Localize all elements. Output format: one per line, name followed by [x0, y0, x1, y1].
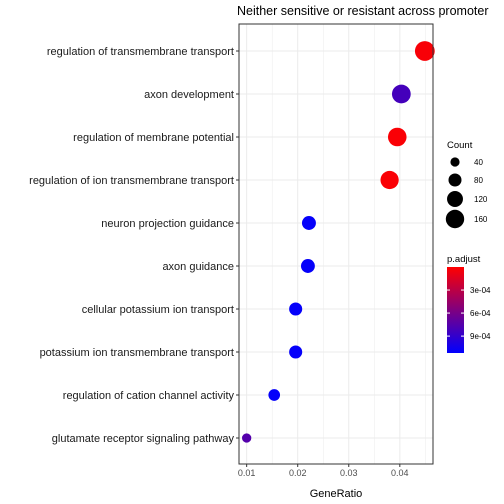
y-tick-label: neuron projection guidance — [101, 218, 234, 230]
count-legend-key — [445, 209, 465, 229]
p-adjust-legend: p.adjust 3e-04 6e-04 9e-04 — [447, 254, 491, 353]
count-legend-label: 120 — [474, 195, 488, 204]
data-point — [300, 259, 315, 273]
count-legend-label: 40 — [474, 158, 483, 167]
count-legend-key — [450, 157, 460, 167]
count-legend-title: Count — [447, 140, 473, 151]
x-tick-label: 0.03 — [340, 468, 358, 478]
x-axis: 0.01 0.02 0.03 0.04 — [238, 464, 409, 478]
y-axis: regulation of transmembrane transport axo… — [29, 46, 239, 445]
p-adjust-legend-title: p.adjust — [447, 254, 481, 265]
data-point — [289, 345, 303, 359]
plot-panel-border — [238, 23, 434, 465]
data-point — [414, 41, 435, 61]
count-legend-key — [448, 173, 462, 187]
data-point — [242, 433, 252, 443]
count-legend-label: 160 — [474, 215, 488, 224]
colorbar-tick-label: 6e-04 — [470, 309, 491, 318]
count-legend-label: 80 — [474, 176, 483, 185]
x-tick-label: 0.04 — [391, 468, 409, 478]
x-axis-label: GeneRatio — [310, 488, 363, 500]
data-point — [289, 302, 303, 316]
y-tick-label: regulation of transmembrane transport — [47, 46, 234, 58]
data-points — [242, 41, 435, 443]
y-tick-label: regulation of membrane potential — [73, 132, 234, 144]
y-tick-label: axon development — [144, 89, 234, 101]
y-tick-label: regulation of ion transmembrane transpor… — [29, 175, 234, 187]
x-tick-label: 0.02 — [289, 468, 307, 478]
y-tick-label: axon guidance — [162, 261, 234, 273]
chart-title: Neither sensitive or resistant across pr… — [237, 4, 488, 18]
p-adjust-colorbar — [447, 267, 464, 353]
data-point — [380, 170, 399, 190]
y-tick-label: regulation of cation channel activity — [63, 390, 235, 402]
data-point — [301, 216, 316, 230]
data-point — [387, 127, 407, 147]
y-tick-label: potassium ion transmembrane transport — [40, 347, 234, 359]
y-tick-label: glutamate receptor signaling pathway — [52, 433, 235, 445]
x-tick-label: 0.01 — [238, 468, 256, 478]
y-tick-label: cellular potassium ion transport — [82, 304, 234, 316]
data-point — [268, 389, 281, 401]
count-legend: Count 40 80 120 160 — [445, 140, 488, 229]
count-legend-key — [447, 191, 463, 207]
colorbar-tick-label: 3e-04 — [470, 286, 491, 295]
colorbar-tick-label: 9e-04 — [470, 332, 491, 341]
data-point — [391, 84, 411, 104]
